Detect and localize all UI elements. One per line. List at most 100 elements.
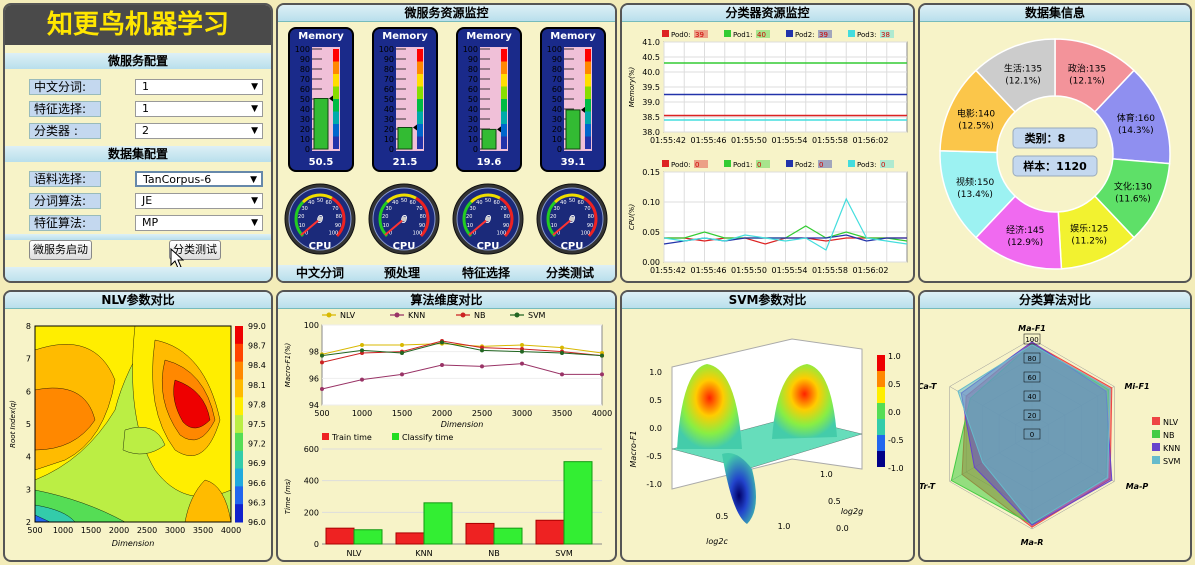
meter-tick: 0 [389,145,394,154]
pie-slice-label: 电影:140 [957,108,995,120]
tab-segment[interactable]: 中文分词 [296,266,345,280]
classifier-select[interactable]: 2 ▼ [135,123,263,139]
y-axis-label: CPU(%) [628,204,636,231]
classifier-monitor-panel: 分类器资源监控 Pod0: 39 Pod1: 40 Pod2: 39 Pod3: 38 41.0… [620,3,915,283]
y-tick: 0.00 [642,258,660,267]
classify-bar [563,461,593,545]
nlv-title: NLV参数对比 [5,292,271,309]
colorbar-tick: 97.2 [248,440,266,449]
z-tick: 1.0 [649,368,662,377]
chevron-down-icon: ▼ [251,218,258,228]
cpu-gauge: 01020304050607080901000CPU [452,183,524,255]
gauge-tick: 50 [401,198,407,204]
meter-tick: 40 [468,105,478,114]
start-microservice-button[interactable]: 微服务启动 [29,240,92,260]
contour-region [173,379,211,429]
tab-feature-select[interactable]: 特征选择 [462,266,511,280]
legend-value: 0 [819,161,823,169]
gauge-tick: 50 [569,198,575,204]
series-point [440,363,444,367]
meter-value: 39.1 [560,157,586,168]
y-tick: 38.5 [642,113,660,122]
gauge-tick: 80 [336,214,342,220]
gauge-tick: 90 [503,223,509,229]
meter-tick: 0 [305,145,310,154]
gauge-tick: 20 [550,214,556,220]
segment-select[interactable]: 1 ▼ [135,79,263,95]
x-tick: 1000 [53,526,73,535]
gauge-tick: 0 [305,230,308,236]
gauge-label: CPU [561,241,584,252]
feature-algo-select[interactable]: MP ▼ [135,215,263,231]
pie-slice-pct: (12.1%) [1005,77,1041,87]
classifier-monitor-title: 分类器资源监控 [622,5,913,22]
y-tick: 40.0 [642,68,660,77]
legend-entry: Pod0: [671,31,691,39]
series-point [480,364,484,369]
y-tick: 200 [304,508,319,517]
legend-swatch [662,160,669,167]
legend-value: 0 [695,161,699,169]
series-point [600,353,604,358]
series-point [520,343,524,347]
legend-value: 0 [881,161,885,169]
y-tick: 8 [26,322,31,331]
contour-region [34,387,96,451]
tab-classify-test[interactable]: 分类测试 [546,266,595,280]
legend-entry: Classify time [402,433,453,442]
pie-slice-label: 体育:160 [1117,112,1155,124]
y-tick: 5 [26,420,31,429]
gauge-tick: 60 [409,200,415,206]
memory-meter: Memory 100 90 80 70 60 50 40 30 20 10 0 50.5 [288,27,354,172]
segmentation-algo-label: 分词算法: [29,193,101,209]
meter-tick: 10 [552,135,562,144]
svm-surface-chart: 1.0 0.5 0.0 -0.5 -1.0 Macro-F1 0.5 1.0 log2c 1.0 0… [629,338,904,546]
gauge-tick: 40 [392,200,398,206]
segmentation-algo-select[interactable]: JE ▼ [135,193,263,209]
meter-tick: 20 [552,125,562,134]
radar-axis-label: Ma-R [1021,538,1044,547]
classify-bar [353,529,383,545]
gauge-tick: 30 [385,206,391,212]
gauge-tick: 100 [329,230,339,236]
meter-fill [397,127,413,150]
colorbar-tick: 97.8 [248,400,266,409]
gauge-tick: 0 [389,230,392,236]
tab-preprocess[interactable]: 预处理 [384,266,421,280]
x-tick: 1500 [392,409,412,418]
y-tick: 0.5 [828,497,841,506]
meter-tick: 40 [300,105,310,114]
series-point [600,372,604,377]
gauge-tick: 70 [500,206,506,212]
radar-tick: 60 [1028,374,1037,382]
meter-tick: 30 [300,115,310,124]
x-tick: 01:55:46 [691,266,727,275]
y-axis-label: Time (ms) [284,478,292,514]
gauge-tick: 90 [587,223,593,229]
radar-axis-label: Ma-P [1126,482,1149,491]
meter-title: Memory [382,31,428,42]
gauge-tick: 20 [466,214,472,220]
meter-tick: 10 [300,135,310,144]
series-point [400,343,404,347]
series-point [560,345,564,350]
gauge-tick: 60 [493,200,499,206]
radar-tick: 20 [1028,412,1037,420]
meter-tick: 20 [468,125,478,134]
meter-tick: 50 [552,95,562,104]
corpus-select[interactable]: TanCorpus-6 ▼ [135,171,263,187]
cpu-series-line [663,197,908,251]
meter-tick: 100 [463,45,478,54]
pie-slice-label: 视频:150 [956,176,994,188]
radar-tick: 0 [1030,431,1034,439]
legend-entry: NLV [340,311,356,320]
classify-test-button[interactable]: 分类测试 [169,240,221,260]
y-tick: 38.0 [642,128,660,137]
legend-swatch [848,160,855,167]
chevron-down-icon: ▼ [251,126,258,136]
legend-swatch [662,30,669,37]
chevron-down-icon: ▼ [251,196,258,206]
gauge-tick: 80 [504,214,510,220]
feature-select[interactable]: 1 ▼ [135,101,263,117]
colorbar-tick: -0.5 [888,436,904,445]
